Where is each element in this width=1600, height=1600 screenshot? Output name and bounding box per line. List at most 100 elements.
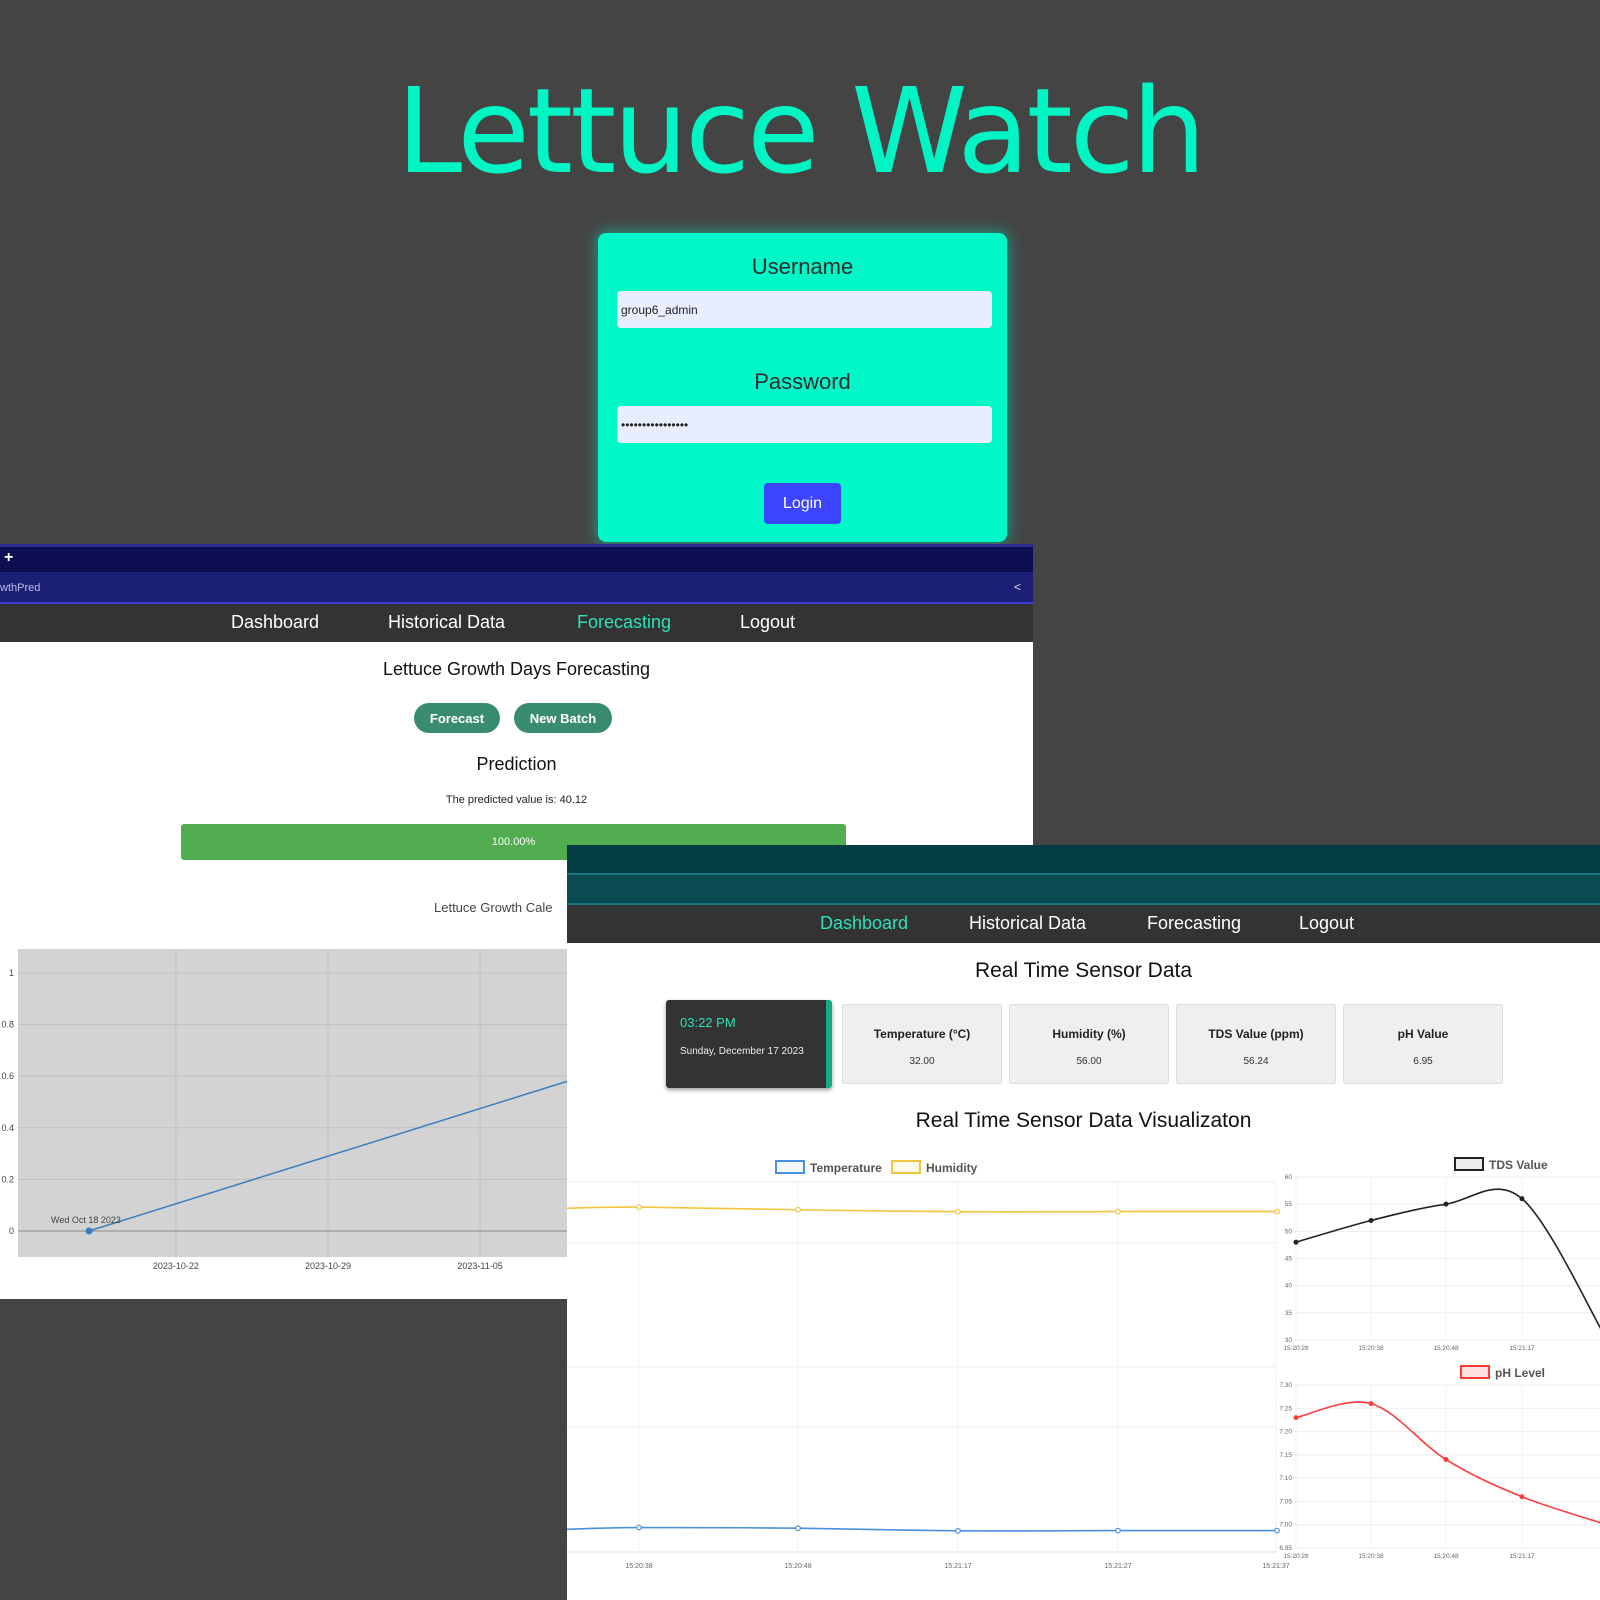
y-tick-label: 35 xyxy=(1285,1310,1293,1317)
sensor-value: 56.24 xyxy=(1243,1056,1269,1067)
x-tick-label: 15:20:48 xyxy=(1433,1553,1459,1560)
y-tick-label: 0.4 xyxy=(1,1123,14,1133)
x-tick-label: 2023-10-22 xyxy=(153,1261,199,1271)
x-tick-label: 15:21:17 xyxy=(944,1563,971,1570)
dashboard-window: Dashboard Historical Data Forecasting Lo… xyxy=(567,845,1600,1600)
start-point xyxy=(85,1227,93,1235)
y-tick-label: 7.15 xyxy=(1279,1452,1292,1459)
x-tick-label: 15:21:17 xyxy=(1509,1553,1535,1560)
x-tick-label: 15:21:27 xyxy=(1104,1563,1131,1570)
sensor-value: 6.95 xyxy=(1413,1056,1433,1067)
sensor-card-humidity: Humidity (%) 56.00 xyxy=(1009,1004,1169,1084)
tds-chart-line xyxy=(1295,1188,1600,1330)
nav-forecasting-2[interactable]: Forecasting xyxy=(1147,913,1242,933)
data-point xyxy=(1293,1239,1299,1245)
start-annotation: Wed Oct 18 2023 xyxy=(51,1215,121,1225)
sensor-value: 32.00 xyxy=(909,1056,935,1067)
y-tick-label: 7.30 xyxy=(1279,1382,1292,1389)
data-point xyxy=(1293,1415,1299,1421)
ph-chart-line xyxy=(1295,1401,1600,1524)
tds-chart-legend-label: TDS Value xyxy=(1489,1158,1548,1172)
data-point xyxy=(1443,1201,1449,1207)
data-point xyxy=(1274,1527,1280,1534)
nav-dashboard-2[interactable]: Dashboard xyxy=(820,913,909,933)
sensor-label: TDS Value (ppm) xyxy=(1208,1027,1304,1041)
data-point xyxy=(636,1524,642,1531)
nav-historical-data-2[interactable]: Historical Data xyxy=(969,913,1087,933)
app-title: Lettuce Watch xyxy=(396,62,1207,200)
calendar-title: Lettuce Growth Cale xyxy=(434,900,553,915)
sensor-card-ph: pH Value 6.95 xyxy=(1343,1004,1503,1084)
password-label: Password xyxy=(754,369,851,394)
clock-card: 03:22 PM Sunday, December 17 2023 xyxy=(666,1000,832,1088)
data-point xyxy=(1368,1401,1374,1407)
data-point xyxy=(955,1208,961,1215)
x-tick-label: 15:20:28 xyxy=(1283,1345,1309,1352)
password-input[interactable] xyxy=(617,406,992,443)
legend-humidity-label: Humidity xyxy=(926,1161,978,1175)
x-tick-label: 15:20:38 xyxy=(625,1563,652,1570)
browser-url-bar-2[interactable] xyxy=(567,873,1600,905)
prediction-heading: Prediction xyxy=(476,754,557,774)
nav-forecasting[interactable]: Forecasting xyxy=(577,612,672,632)
y-tick-label: 7.10 xyxy=(1279,1475,1292,1482)
y-tick-label: 55 xyxy=(1285,1201,1293,1208)
legend-humidity-swatch xyxy=(891,1160,921,1174)
x-tick-label: 15:21:17 xyxy=(1509,1345,1535,1352)
growth-calendar-chart: 2023-10-22 2023-10-29 2023-11-05 0 0.2 0.4 0.6… xyxy=(1,949,567,1271)
sensor-card-temperature: Temperature (°C) 32.00 xyxy=(842,1004,1002,1084)
y-tick-label: 0.2 xyxy=(1,1174,14,1184)
x-tick-label: 2023-11-05 xyxy=(457,1261,502,1271)
clock-time: 03:22 PM xyxy=(680,1015,736,1030)
plot-area xyxy=(18,949,567,1257)
y-tick-label: 0 xyxy=(9,1226,14,1236)
top-nav-2: Dashboard Historical Data Forecasting Lo… xyxy=(567,905,1600,943)
y-tick-label: 0.8 xyxy=(1,1020,14,1030)
data-point xyxy=(636,1204,642,1211)
y-tick-label: 0.6 xyxy=(1,1071,14,1081)
x-tick-label: 15:20:38 xyxy=(1358,1345,1384,1352)
username-input[interactable] xyxy=(617,291,992,328)
sensor-charts: 15:20:38 15:20:48 15:21:17 15:21:27 15:21:37… xyxy=(567,1157,1600,1570)
data-point xyxy=(1519,1196,1525,1202)
ph-chart-legend-label: pH Level xyxy=(1495,1366,1545,1380)
sensor-label: Humidity (%) xyxy=(1052,1027,1126,1041)
username-label: Username xyxy=(751,254,854,279)
browser-tab-bar: + xyxy=(0,544,1033,572)
browser-tab-bar-2 xyxy=(567,845,1600,873)
data-point xyxy=(1368,1217,1374,1223)
y-tick-label: 7.05 xyxy=(1279,1498,1292,1505)
login-button[interactable]: Login xyxy=(764,483,841,524)
y-tick-label: 6.95 xyxy=(1279,1545,1292,1552)
y-tick-label: 60 xyxy=(1285,1174,1293,1181)
y-tick-label: 1 xyxy=(9,968,14,978)
new-batch-button[interactable]: New Batch xyxy=(514,703,612,733)
nav-logout-2[interactable]: Logout xyxy=(1299,913,1355,933)
nav-dashboard[interactable]: Dashboard xyxy=(231,612,320,632)
share-icon[interactable]: < xyxy=(1013,580,1021,594)
url-text: wthPred xyxy=(0,582,41,594)
nav-logout[interactable]: Logout xyxy=(740,612,796,632)
series-line-humidity xyxy=(567,1206,1278,1213)
nav-historical-data[interactable]: Historical Data xyxy=(388,612,506,632)
data-point xyxy=(1519,1494,1525,1500)
browser-url-bar[interactable]: wthPred < xyxy=(0,572,1033,604)
predicted-value-text: The predicted value is: 40.12 xyxy=(445,794,588,806)
visualization-title: Real Time Sensor Data Visualizaton xyxy=(915,1109,1252,1132)
forecast-button[interactable]: Forecast xyxy=(414,703,500,733)
data-point xyxy=(1274,1208,1280,1215)
y-tick-label: 40 xyxy=(1285,1283,1293,1290)
page-title: Lettuce Growth Days Forecasting xyxy=(382,659,651,679)
sensor-card-tds: TDS Value (ppm) 56.24 xyxy=(1176,1004,1336,1084)
x-tick-label: 15:20:38 xyxy=(1358,1553,1384,1560)
y-tick-label: 50 xyxy=(1285,1228,1293,1235)
data-point xyxy=(1443,1457,1449,1463)
data-point xyxy=(795,1206,801,1213)
growth-line xyxy=(88,1080,567,1232)
clock-date: Sunday, December 17 2023 xyxy=(680,1046,804,1057)
ph-chart-legend-swatch xyxy=(1460,1365,1490,1379)
legend-temperature-label: Temperature xyxy=(810,1161,882,1175)
y-tick-label: 30 xyxy=(1285,1337,1293,1344)
data-point xyxy=(955,1527,961,1534)
new-tab-icon[interactable]: + xyxy=(4,549,14,566)
